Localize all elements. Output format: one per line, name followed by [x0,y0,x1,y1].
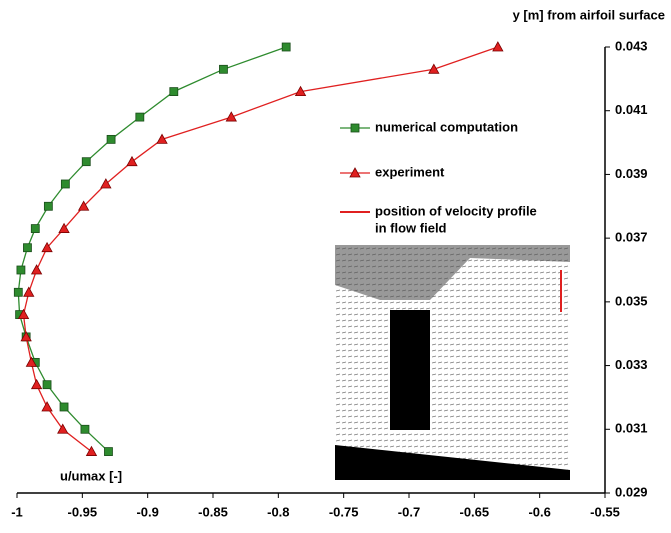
series-line [18,47,286,452]
marker [44,202,52,210]
x-axis-label: u/umax [-] [60,468,122,483]
marker [219,65,227,73]
marker [81,425,89,433]
marker [104,448,112,456]
x-tick-label: -0.65 [460,504,490,519]
x-tick-label: -0.6 [528,504,550,519]
x-tick-label: -0.95 [68,504,98,519]
x-tick-label: -0.9 [136,504,158,519]
y-axis-label: y [m] from airfoil surface [513,7,665,22]
flow-field-inset [335,245,570,480]
marker [429,64,439,73]
marker [170,88,178,96]
x-tick-label: -0.8 [267,504,289,519]
marker [43,381,51,389]
y-tick-label: 0.029 [615,484,648,499]
y-tick-label: 0.039 [615,166,648,181]
marker [24,287,34,296]
marker [58,424,68,433]
x-tick-label: -0.7 [398,504,420,519]
marker [17,266,25,274]
marker [32,265,42,274]
y-tick-label: 0.035 [615,293,648,308]
y-tick-label: 0.031 [615,421,648,436]
marker [136,113,144,121]
x-tick-label: -0.75 [329,504,359,519]
marker [60,403,68,411]
legend-label: in flow field [375,220,447,235]
legend-label: numerical computation [375,119,518,134]
chart: -1 -0.95 -0.9 -0.85 -0.8 -0.75 -0.7 -0.65 -0.6 -0… [0,0,671,533]
marker [14,288,22,296]
marker [86,447,96,456]
marker [127,157,137,166]
y-tick-label: 0.041 [615,102,648,117]
marker [42,402,52,411]
x-tick-label: -0.85 [198,504,228,519]
legend-marker [351,124,359,132]
y-tick-label: 0.037 [615,230,648,245]
y-tick-label: 0.043 [615,38,648,53]
marker [282,43,290,51]
marker [82,158,90,166]
marker [61,180,69,188]
marker [107,135,115,143]
marker [31,225,39,233]
y-tick-label: 0.033 [615,357,648,372]
marker [226,112,236,121]
legend-label: experiment [375,164,445,179]
legend-label: position of velocity profile [375,203,537,218]
x-tick-label: -1 [11,504,23,519]
marker [32,380,42,389]
marker [23,244,31,252]
x-tick-label: -0.55 [590,504,620,519]
marker [493,42,503,51]
